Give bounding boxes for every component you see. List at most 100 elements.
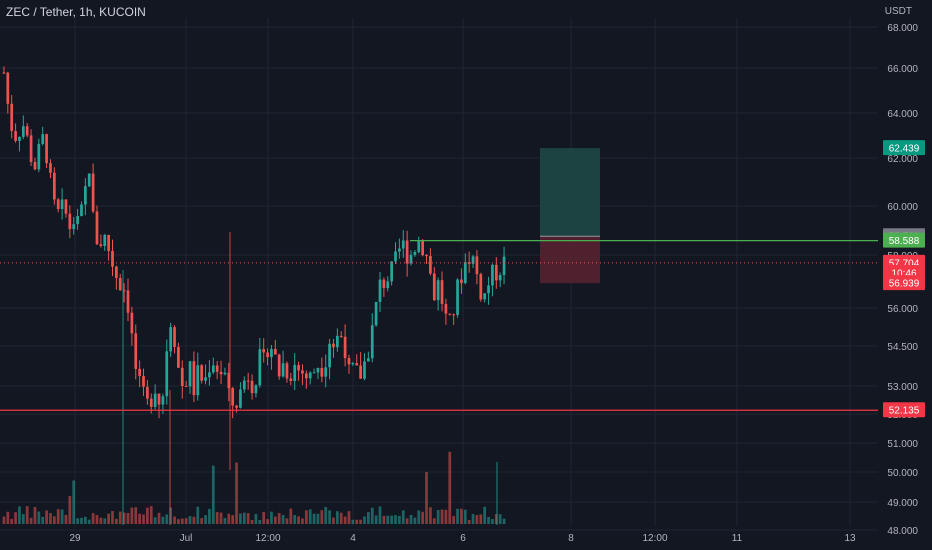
candle-body <box>149 398 153 407</box>
volume-bar <box>14 512 17 524</box>
candle-body <box>41 134 45 144</box>
candle-body <box>33 162 37 170</box>
price-tick-label: 48.000 <box>887 526 918 537</box>
grid <box>0 18 878 531</box>
candle-body <box>289 378 293 382</box>
volume-bar <box>432 518 436 524</box>
volume-bar <box>95 515 99 524</box>
volume-bar <box>200 518 204 524</box>
price-tick-label: 49.000 <box>887 498 918 509</box>
candle-body <box>239 389 242 408</box>
time-tick-label: 8 <box>568 533 574 544</box>
volume-bar <box>223 518 227 524</box>
candle-body <box>177 346 180 368</box>
volume-bar <box>208 508 211 524</box>
time-tick-label: 29 <box>69 533 81 544</box>
volume-bar <box>444 509 448 524</box>
volume-bar <box>180 518 184 524</box>
volume-bar <box>324 506 328 524</box>
volume-bar <box>498 514 502 524</box>
volume-bar <box>456 508 459 524</box>
candle-body <box>266 352 269 358</box>
volume-bar <box>122 512 126 524</box>
volume-bar <box>91 513 95 524</box>
candle-body <box>262 349 266 353</box>
volume-bar <box>239 513 242 524</box>
candle-body <box>436 280 440 301</box>
volume-bar <box>76 518 79 524</box>
volume-bar <box>246 513 250 524</box>
volume-bar <box>339 512 343 524</box>
volume-bar <box>297 516 300 524</box>
candles <box>2 66 506 525</box>
candle-body <box>200 365 204 381</box>
candle-body <box>37 143 41 170</box>
candle-body <box>219 371 223 375</box>
volume-bar <box>273 516 277 524</box>
volume-bar <box>421 511 425 524</box>
time-tick-label: Jul <box>180 533 193 544</box>
price-label-text: 58.588 <box>889 236 920 247</box>
price-tick-label: 56.000 <box>887 304 918 315</box>
candle-body <box>429 256 432 274</box>
candle-body <box>382 279 386 289</box>
candle-body <box>301 370 304 374</box>
candle-body <box>126 290 130 313</box>
volume-bar <box>386 515 390 524</box>
candle-body <box>184 386 188 388</box>
volume-bar <box>460 508 463 524</box>
volume-bar <box>18 506 21 524</box>
volume-bar <box>87 519 91 524</box>
candle-body <box>320 367 324 377</box>
price-tick-label: 64.000 <box>887 109 918 120</box>
volume-bar <box>126 513 130 524</box>
candle-body <box>83 186 87 205</box>
volume-bar <box>64 514 68 524</box>
volume-bar <box>467 519 471 524</box>
candle-body <box>122 290 126 292</box>
volume-bar <box>367 512 370 524</box>
volume-bar <box>72 480 76 524</box>
volume-bar <box>262 512 266 524</box>
candle-body <box>347 358 351 365</box>
candle-body <box>498 274 502 281</box>
volume-bar <box>343 516 347 524</box>
volume-bar <box>45 510 48 524</box>
time-tick-label: 4 <box>350 533 356 544</box>
candle-body <box>386 281 390 289</box>
candle-body <box>483 293 487 300</box>
volume-bar <box>153 517 157 524</box>
candle-body <box>87 173 91 187</box>
time-tick-label: 11 <box>732 533 743 544</box>
volume-bar <box>169 507 173 524</box>
time-tick-label: 6 <box>460 533 466 544</box>
candle-body <box>351 363 355 365</box>
volume-bar <box>320 510 324 524</box>
candle-body <box>188 361 192 387</box>
volume-bar <box>266 519 269 524</box>
volume-bar <box>471 513 475 524</box>
candle-body <box>204 377 207 381</box>
volume-bar <box>335 511 339 524</box>
candle-body <box>460 279 463 284</box>
candle-body <box>138 368 141 376</box>
volume-bars <box>2 451 506 524</box>
volume-bar <box>138 513 141 524</box>
candle-body <box>68 213 72 230</box>
volume-bar <box>10 518 14 524</box>
volume-bar <box>219 512 223 524</box>
volume-bar <box>80 517 83 524</box>
candle-body <box>475 256 479 275</box>
candle-body <box>52 172 56 200</box>
volume-bar <box>250 519 254 524</box>
candle-body <box>452 314 456 316</box>
volume-bar <box>204 515 207 524</box>
candle-body <box>180 367 184 387</box>
candle-body <box>324 367 328 377</box>
candle-body <box>227 372 231 389</box>
volume-bar <box>99 517 103 524</box>
candle-body <box>270 348 273 358</box>
candle-body <box>91 173 95 212</box>
candle-body <box>421 240 425 256</box>
